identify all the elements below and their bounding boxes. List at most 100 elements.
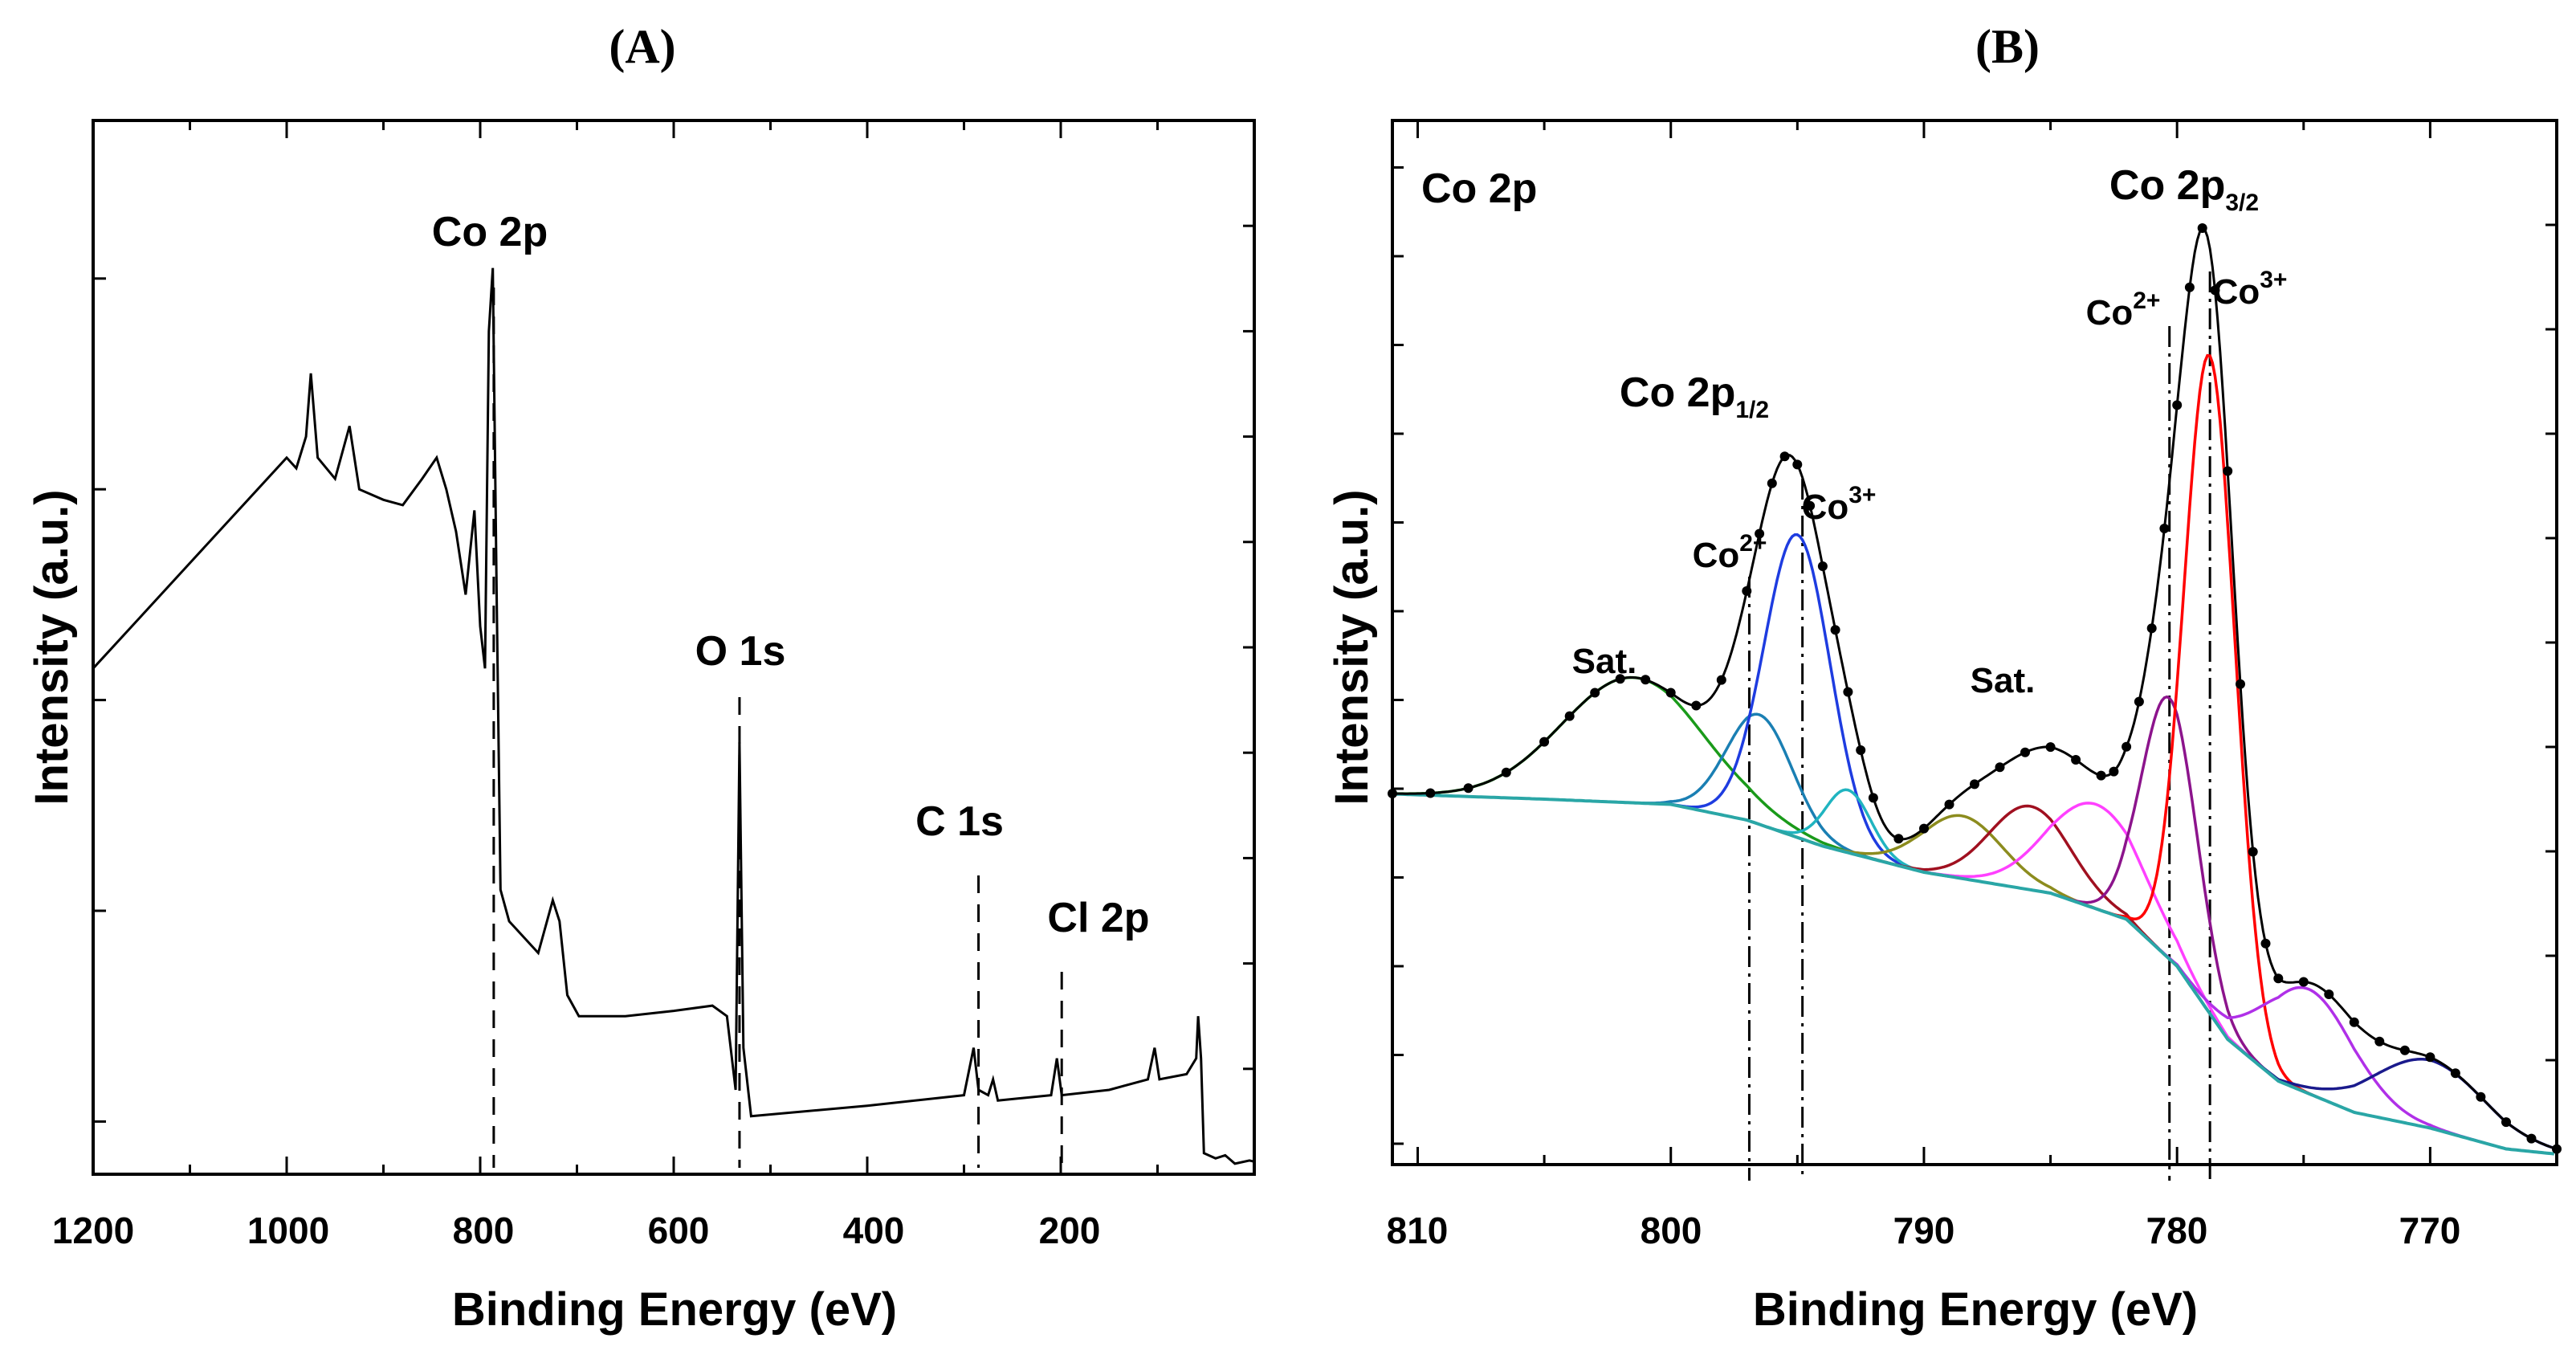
panel-b-xtick-790: 790	[1893, 1210, 1955, 1251]
data-point	[2399, 1045, 2410, 1055]
data-point	[1425, 788, 1436, 798]
data-point	[1767, 478, 1777, 488]
data-point	[2146, 623, 2157, 634]
annotation-co2plus-p32-sup: 2+	[2133, 288, 2160, 314]
data-point	[1868, 793, 1878, 803]
panel-a: (A) 1200 1000 800 600 400 200 Binding En…	[26, 20, 1256, 1336]
panel-b-xtick-770: 770	[2399, 1210, 2461, 1251]
annotation-co3plus-p12-co: Co	[1802, 488, 1849, 527]
panel-b-title: (B)	[1975, 20, 2040, 73]
data-point	[2020, 747, 2030, 757]
annotation-co2p12-main: Co 2p	[1620, 369, 1735, 416]
panel-b-reference-lines	[1747, 271, 2211, 1181]
data-point	[2324, 989, 2334, 999]
annotation-co2p12-sub: 1/2	[1735, 397, 1769, 423]
data-point	[1843, 687, 1853, 697]
data-point	[2122, 741, 2132, 752]
annotation-co2p12: Co 2p1/2	[1620, 369, 1769, 423]
annotation-cl2p: Cl 2p	[1047, 895, 1149, 941]
data-point	[2374, 1036, 2385, 1047]
component-peak-1	[1612, 712, 1907, 869]
component-peak-2	[1650, 532, 1945, 877]
data-point	[1830, 625, 1840, 635]
data-point	[2045, 742, 2056, 753]
annotation-co2p: Co 2p	[432, 209, 548, 255]
data-point	[2210, 285, 2220, 296]
panel-b-frame	[1391, 119, 2558, 1166]
data-point	[1716, 675, 1726, 685]
data-point	[2349, 1017, 2359, 1027]
data-point	[1755, 528, 1765, 539]
panel-b: (B) 810 800 790 780 770 Binding Energy (…	[1326, 20, 2562, 1336]
component-peak-8	[2097, 353, 2322, 1100]
panel-a-ylabel: Intensity (a.u.)	[26, 489, 78, 805]
data-point	[1539, 737, 1550, 747]
panel-b-xlabel: Binding Energy (eV)	[1753, 1283, 2198, 1336]
data-point	[2501, 1117, 2511, 1128]
panel-b-components	[1392, 353, 2555, 1152]
panel-a-xtick-200: 200	[1039, 1210, 1101, 1251]
panel-a-title: (A)	[609, 20, 675, 73]
data-point	[2526, 1133, 2537, 1144]
data-point	[1641, 675, 1651, 685]
data-point	[1817, 561, 1828, 571]
data-point	[1779, 451, 1790, 462]
data-point	[2425, 1052, 2435, 1063]
data-point	[1615, 674, 1625, 684]
panel-a-xtick-400: 400	[843, 1210, 905, 1251]
data-point	[2172, 400, 2183, 410]
annotation-co2p32: Co 2p3/2	[2109, 162, 2259, 216]
data-point	[2260, 938, 2271, 949]
panel-a-xtick-1000: 1000	[247, 1210, 329, 1251]
data-point	[1792, 459, 1803, 470]
data-point	[1995, 762, 2005, 773]
data-point	[2223, 466, 2233, 476]
panel-a-survey-line	[92, 267, 1255, 1165]
annotation-co2plus-p12: Co2+	[1693, 530, 1767, 575]
data-point	[1742, 586, 1752, 596]
annotation-sat-left: Sat.	[1572, 642, 1637, 681]
data-point	[1919, 823, 1929, 834]
annotation-co2p32-sub: 3/2	[2225, 190, 2259, 216]
data-point	[2236, 679, 2245, 689]
annotation-co2plus-p12-sup: 2+	[1739, 530, 1767, 557]
data-point	[1856, 745, 1866, 755]
panel-a-xtick-600: 600	[648, 1210, 710, 1251]
data-point	[1665, 688, 1676, 698]
panel-b-xtick-800: 800	[1641, 1210, 1702, 1251]
data-point	[2273, 973, 2284, 984]
panel-b-ticks	[1392, 120, 2557, 1165]
annotation-sat-middle: Sat.	[1971, 661, 2036, 700]
data-point	[1501, 767, 1511, 777]
data-point	[1691, 700, 1702, 711]
component-peak-7	[2044, 695, 2294, 1089]
data-point	[1564, 711, 1575, 721]
data-point	[2096, 770, 2106, 781]
data-point	[1463, 783, 1473, 794]
data-point	[1805, 500, 1816, 511]
data-point	[2134, 696, 2144, 707]
data-point	[1590, 688, 1600, 698]
data-point	[2159, 524, 2170, 533]
data-point	[2298, 977, 2309, 987]
panel-b-label-co2p: Co 2p	[1421, 165, 1537, 212]
data-point	[1944, 799, 1954, 810]
data-point	[1893, 834, 1904, 844]
panel-b-ylabel: Intensity (a.u.)	[1326, 489, 1378, 805]
annotation-co2p32-main: Co 2p	[2109, 162, 2225, 209]
panel-a-reference-lines	[492, 288, 1063, 1168]
panel-a-xtick-1200: 1200	[52, 1210, 134, 1251]
data-point	[2197, 223, 2207, 233]
panel-b-x-tick-labels: 810 800 790 780 770	[1387, 1210, 2461, 1251]
data-point	[2184, 282, 2195, 292]
component-peak-0	[1392, 675, 1950, 878]
data-point	[2071, 755, 2081, 765]
annotation-c1s: C 1s	[915, 798, 1004, 845]
data-point	[2248, 847, 2258, 857]
annotation-co2plus-p32-co: Co	[2086, 293, 2134, 333]
data-point	[1388, 789, 1397, 798]
annotation-co3plus-p12-sup: 3+	[1848, 482, 1876, 508]
panel-b-background-line	[1392, 792, 2555, 1156]
annotation-o1s: O 1s	[695, 628, 786, 675]
data-point	[2476, 1091, 2486, 1102]
